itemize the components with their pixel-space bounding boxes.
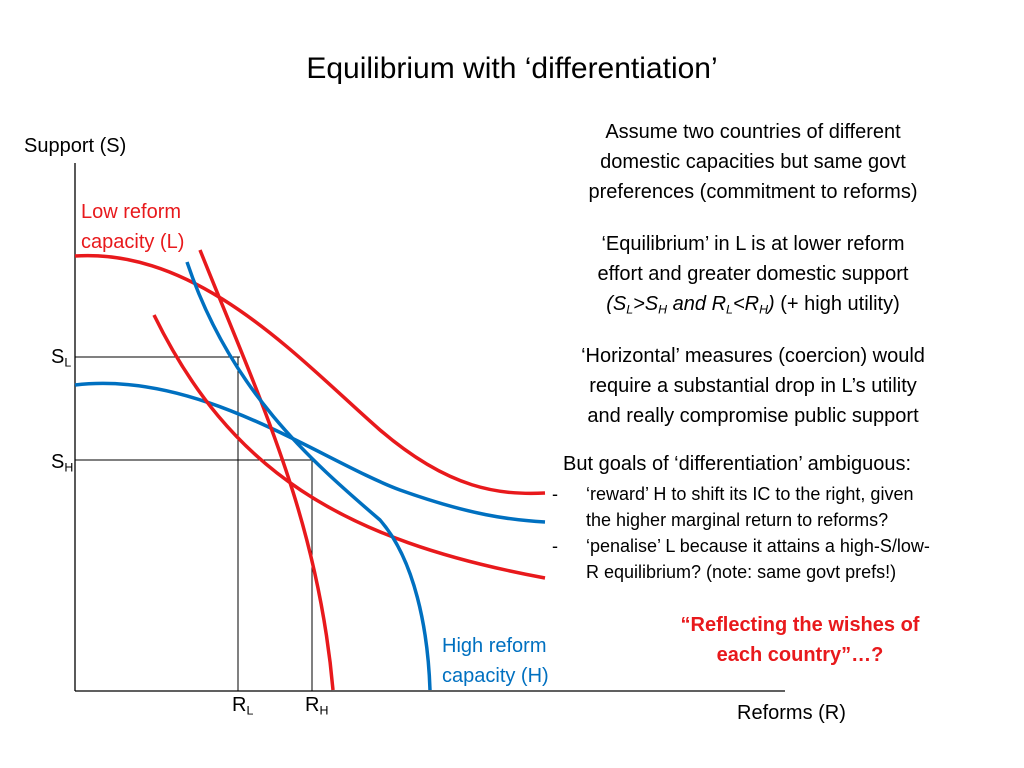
closing-question: “Reflecting the wishes of each country”…… [620,610,980,670]
paragraph-line: effort and greater domestic support [597,263,909,285]
r-h-label: RH [305,694,329,718]
high-capacity-label: High reform capacity (H) [442,631,549,691]
goals-list-item: - ‘penalise’ L because it attains a high… [552,533,992,585]
s-l-label: SL [51,346,72,370]
low-capacity-label: Low reform capacity (L) [81,197,184,257]
r-l-label: RL [232,694,254,718]
indifference-curve-low-upper [74,253,546,496]
paragraph-line: require a substantial drop in L’s utilit… [589,375,917,397]
s-h-label: SH [51,451,74,475]
paragraph-line: preferences (commitment to reforms) [588,181,918,203]
constraint-curve-high [185,261,432,691]
paragraph-line: ‘Horizontal’ measures (coercion) would [581,345,925,367]
list-dash: - [552,484,558,504]
constraint-curve-low-inner [152,314,546,580]
low-capacity-label-line: capacity (L) [81,231,185,253]
paragraph-line: ‘Equilibrium’ in L is at lower reform [601,233,905,255]
list-item-line: ‘penalise’ L because it attains a high-S… [586,536,930,556]
list-dash: - [552,536,558,556]
constraint-curve-low-outer [198,249,335,691]
list-item-line: R equilibrium? (note: same govt prefs!) [586,562,897,582]
slide-title: Equilibrium with ‘differentiation’ [306,52,718,85]
assumption-paragraph: Assume two countries of different domest… [535,117,971,207]
high-capacity-label-line: High reform [442,635,547,657]
y-axis-label: Support (S) [24,135,127,157]
paragraph-line: (SL>SH and RL<RH) (+ high utility) [606,293,900,317]
paragraph-line: and really compromise public support [587,405,919,427]
low-capacity-label-line: Low reform [81,201,182,223]
quote-line: each country”…? [716,644,884,666]
goals-heading: But goals of ‘differentiation’ ambiguous… [563,453,911,475]
paragraph-line: Assume two countries of different [605,121,901,143]
x-axis-label: Reforms (R) [737,702,846,724]
quote-line: “Reflecting the wishes of [680,614,920,636]
goals-list: - ‘reward’ H to shift its IC to the righ… [552,481,992,585]
goals-list-item: - ‘reward’ H to shift its IC to the righ… [552,481,992,533]
high-capacity-label-line: capacity (H) [442,665,549,687]
paragraph-line: domestic capacities but same govt [600,151,906,173]
equilibrium-paragraph: ‘Equilibrium’ in L is at lower reform ef… [535,229,971,319]
list-item-line: ‘reward’ H to shift its IC to the right,… [586,484,914,504]
horizontal-measures-paragraph: ‘Horizontal’ measures (coercion) would r… [535,341,971,431]
list-item-line: the higher marginal return to reforms? [586,510,889,530]
indifference-curve-high [74,381,546,524]
